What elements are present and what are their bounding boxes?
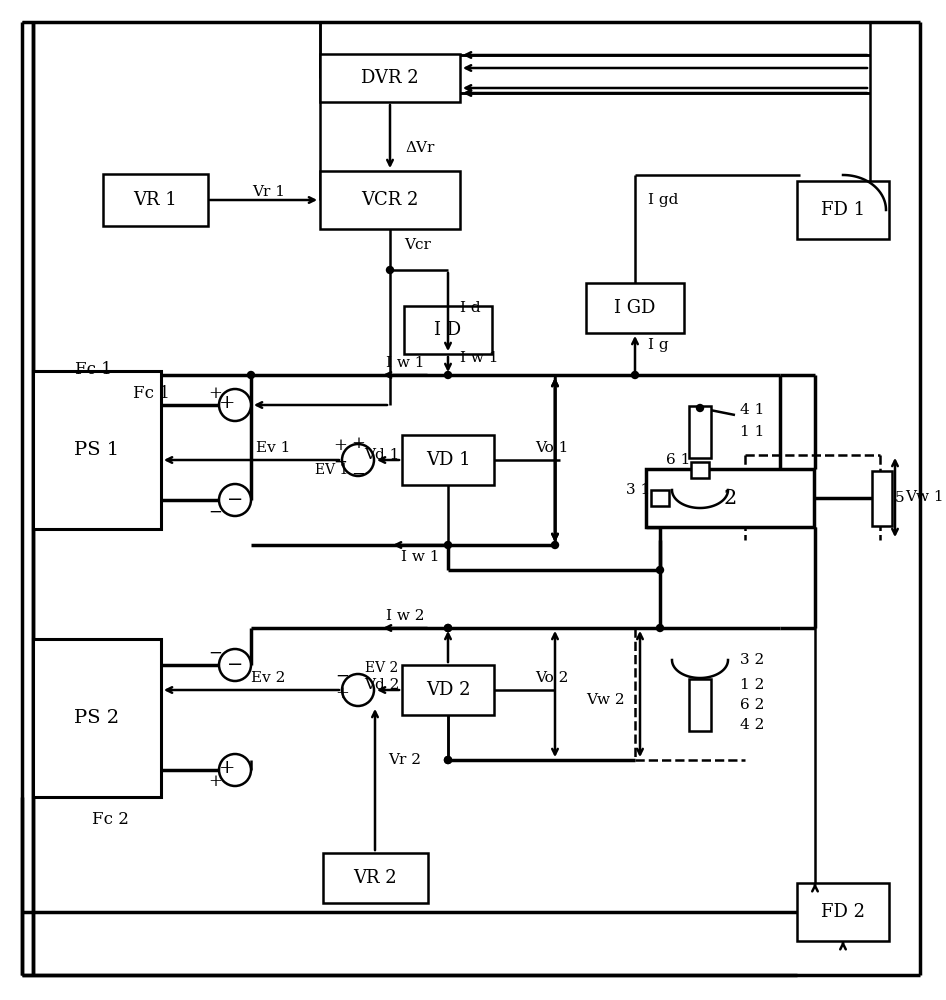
Text: Vw 1: Vw 1 [905, 490, 943, 504]
Text: Fc 2: Fc 2 [92, 812, 129, 828]
Circle shape [657, 566, 663, 574]
Text: Vo 1: Vo 1 [535, 441, 569, 455]
Text: Fc 1: Fc 1 [75, 361, 112, 378]
Text: +: + [219, 394, 236, 412]
Circle shape [445, 756, 451, 764]
Text: +: + [219, 759, 236, 777]
Text: DVR 2: DVR 2 [361, 69, 419, 87]
Text: +: + [208, 774, 222, 790]
Text: +: + [351, 436, 365, 452]
Text: I g: I g [648, 338, 669, 352]
Text: I D: I D [434, 321, 462, 339]
Text: 3 2: 3 2 [740, 653, 764, 667]
Bar [691, 462, 709, 478]
Text: Vr 1: Vr 1 [252, 185, 285, 199]
Text: 3 1: 3 1 [625, 483, 650, 497]
Circle shape [445, 756, 451, 764]
Circle shape [632, 371, 639, 378]
Bar [320, 54, 460, 102]
Text: VD 2: VD 2 [426, 681, 470, 699]
Text: Vo 2: Vo 2 [535, 671, 569, 685]
Circle shape [219, 649, 251, 681]
Text: Ev 1: Ev 1 [255, 441, 290, 455]
Text: −: − [208, 645, 222, 662]
Text: +: + [208, 384, 222, 401]
Text: VCR 2: VCR 2 [361, 191, 419, 209]
Text: 2: 2 [724, 488, 737, 508]
Bar [323, 853, 428, 903]
Circle shape [219, 389, 251, 421]
Text: PS 2: PS 2 [75, 709, 119, 727]
Text: FD 1: FD 1 [821, 201, 865, 219]
Circle shape [387, 266, 394, 273]
Text: FD 2: FD 2 [821, 903, 865, 921]
Text: Fc 1: Fc 1 [133, 384, 170, 401]
Text: 6 1: 6 1 [666, 453, 690, 467]
Text: VR 1: VR 1 [133, 191, 177, 209]
Text: −: − [351, 466, 365, 483]
Text: −: − [227, 491, 243, 509]
Text: +: + [335, 686, 349, 702]
Circle shape [219, 484, 251, 516]
Circle shape [445, 624, 451, 632]
Text: 5: 5 [895, 491, 904, 505]
Bar [404, 306, 492, 354]
Bar [646, 469, 814, 527]
Text: −: − [208, 504, 222, 520]
Text: 4 1: 4 1 [740, 403, 764, 417]
Text: VD 1: VD 1 [426, 451, 470, 469]
Text: Vr 2: Vr 2 [388, 753, 421, 767]
Circle shape [696, 404, 704, 412]
Text: I d: I d [460, 301, 481, 315]
Circle shape [445, 624, 451, 632]
Circle shape [552, 542, 558, 548]
Bar [797, 883, 889, 941]
Text: Ev 2: Ev 2 [251, 671, 285, 685]
Circle shape [248, 371, 254, 378]
Text: EV 2: EV 2 [365, 661, 398, 675]
Circle shape [342, 674, 374, 706]
Circle shape [445, 542, 451, 548]
Text: 6 2: 6 2 [740, 698, 764, 712]
Bar [651, 490, 669, 506]
Text: Vd 1: Vd 1 [364, 448, 400, 462]
Circle shape [657, 624, 663, 632]
Bar [797, 181, 889, 239]
Text: 1 1: 1 1 [740, 425, 764, 439]
Text: −: − [335, 668, 349, 684]
Text: +: + [333, 438, 347, 454]
Bar [33, 639, 161, 797]
Bar [586, 283, 684, 333]
Bar [689, 679, 711, 731]
Text: −: − [227, 656, 243, 674]
Text: VR 2: VR 2 [353, 869, 396, 887]
Bar [402, 665, 494, 715]
Text: Vd 2: Vd 2 [364, 678, 400, 692]
Bar [402, 435, 494, 485]
Text: EV 1: EV 1 [315, 463, 348, 477]
Text: −: − [333, 454, 347, 471]
Circle shape [219, 754, 251, 786]
Text: I GD: I GD [614, 299, 656, 317]
Text: I w 1: I w 1 [386, 356, 424, 370]
Bar [33, 371, 161, 529]
Text: ΔVr: ΔVr [405, 141, 434, 155]
Text: PS 1: PS 1 [75, 441, 119, 459]
Text: 4 2: 4 2 [740, 718, 764, 732]
Text: Vw 2: Vw 2 [587, 693, 625, 707]
Circle shape [342, 444, 374, 476]
Bar [872, 471, 892, 526]
Bar [102, 174, 207, 226]
Text: Vcr: Vcr [404, 238, 430, 252]
Bar [320, 171, 460, 229]
Text: I w 1: I w 1 [401, 550, 439, 564]
Text: I w 2: I w 2 [386, 609, 424, 623]
Text: 1 2: 1 2 [740, 678, 764, 692]
Text: I gd: I gd [648, 193, 678, 207]
Bar [689, 406, 711, 458]
Text: I w 1: I w 1 [460, 351, 499, 365]
Circle shape [445, 371, 451, 378]
